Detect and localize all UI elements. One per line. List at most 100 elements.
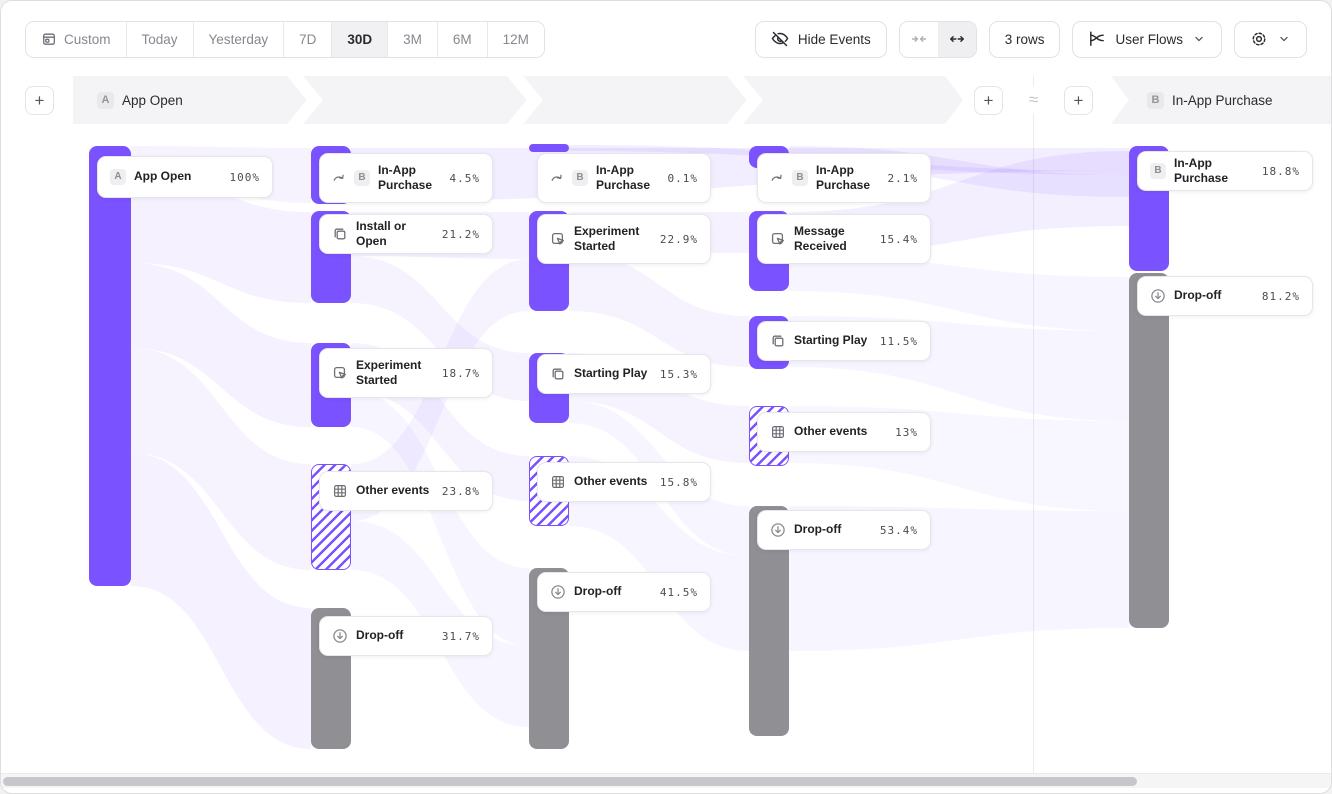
add-step-end-panel-button[interactable]: + [1064,86,1093,115]
node-value: 2.1% [887,171,918,185]
node-value: 11.5% [879,334,918,348]
node-value: 22.9% [659,232,698,246]
pointer-square-icon [770,231,786,247]
arrows-collapse-icon [911,31,927,47]
node-card-other-events[interactable]: Other events 13% [757,412,931,452]
toolbar-right: Hide Events 3 rows User Flows [754,20,1307,58]
date-range-6m[interactable]: 6M [437,21,488,57]
node-card-in-app-purchase[interactable]: B In-App Purchase 2.1% [757,153,931,203]
node-card-other-events[interactable]: Other events 23.8% [319,471,493,511]
event-badge: A [97,92,114,109]
chevron-down-icon [1277,32,1291,46]
event-badge: B [792,170,808,186]
end-event-label: In-App Purchase [1172,92,1273,108]
add-step-left-button[interactable]: + [25,86,54,115]
node-value: 15.8% [659,475,698,489]
date-range-label: Yesterday [208,31,269,47]
toolbar: Custom Today Yesterday 7D 30D 3M 6M 12M … [1,1,1331,77]
rows-button[interactable]: 3 rows [988,20,1061,58]
date-range-label: 3M [403,31,422,47]
node-card-install-or-open[interactable]: Install or Open 21.2% [319,214,493,254]
node-card-in-app-purchase[interactable]: B In-App Purchase 4.5% [319,153,493,203]
jump-arrow-icon [332,171,346,185]
node-value: 53.4% [879,523,918,537]
add-step-before-end-button[interactable]: + [974,86,1003,115]
event-badge: B [354,170,370,186]
date-range-12m[interactable]: 12M [487,21,544,57]
node-label: In-App Purchase [816,162,871,192]
arrows-expand-icon [949,31,965,47]
node-bar[interactable] [529,144,569,152]
node-label: In-App Purchase [378,162,433,192]
arrow-down-circle-icon [770,522,786,538]
node-label: Message Received [794,223,847,253]
event-badge: B [1150,163,1166,179]
settings-button[interactable] [1234,20,1307,58]
node-label: Drop-off [1174,288,1222,303]
node-card-drop-off[interactable]: Drop-off 41.5% [537,572,711,612]
node-card-other-events[interactable]: Other events 15.8% [537,462,711,502]
collapse-columns-button[interactable] [899,21,938,57]
node-value: 18.8% [1261,164,1300,178]
chevron-down-icon [1192,32,1206,46]
node-value: 41.5% [659,585,698,599]
node-card-app-open[interactable]: A App Open 100% [97,156,273,198]
node-label: Install or Open [356,218,407,248]
date-range-label: 6M [452,31,472,47]
date-range-today[interactable]: Today [126,21,194,57]
node-card-in-app-purchase-end[interactable]: B In-App Purchase 18.8% [1137,151,1313,191]
date-range-custom[interactable]: Custom [26,21,127,57]
plus-icon: + [1073,91,1084,110]
node-label: App Open [134,169,192,184]
rows-label: 3 rows [1004,31,1045,47]
node-label: Drop-off [794,522,842,537]
node-card-drop-off[interactable]: Drop-off 53.4% [757,510,931,550]
view-selector-button[interactable]: User Flows [1072,20,1222,58]
date-range-label: 30D [347,31,373,47]
jump-arrow-icon [550,171,564,185]
node-card-drop-off[interactable]: Drop-off 31.7% [319,616,493,656]
node-label: Other events [574,474,648,489]
node-value: 31.7% [441,629,480,643]
node-label: Drop-off [356,628,404,643]
grid-icon [332,483,348,499]
date-range-30d-selected[interactable]: 30D [332,21,389,57]
node-card-experiment-started[interactable]: Experiment Started 22.9% [537,214,711,264]
approx-separator-icon: ≈ [1021,87,1046,113]
horizontal-scrollbar-thumb[interactable] [3,777,1137,786]
layers-icon [550,366,566,382]
date-range-7d[interactable]: 7D [284,21,333,57]
node-value: 13% [895,425,918,439]
end-event-band[interactable]: B In-App Purchase [1111,76,1331,124]
date-range-3m[interactable]: 3M [388,21,438,57]
node-card-experiment-started[interactable]: Experiment Started 18.7% [319,348,493,398]
node-value: 0.1% [667,171,698,185]
arrow-down-circle-icon [1150,288,1166,304]
layers-icon [332,226,348,242]
grid-icon [770,424,786,440]
node-bar-drop-off-end[interactable] [1129,273,1169,628]
expand-columns-button[interactable] [937,21,976,57]
node-value: 81.2% [1261,289,1300,303]
start-event-label: App Open [122,92,183,108]
node-card-drop-off-end[interactable]: Drop-off 81.2% [1137,276,1313,316]
hide-events-button[interactable]: Hide Events [754,20,887,58]
flow-chart-icon [1088,30,1106,48]
node-value: 15.4% [879,232,918,246]
node-value: 21.2% [441,227,480,241]
event-badge: B [1147,91,1164,109]
date-range-yesterday[interactable]: Yesterday [193,21,285,57]
node-card-in-app-purchase[interactable]: B In-App Purchase 0.1% [537,153,711,203]
node-card-message-received[interactable]: Message Received 15.4% [757,214,931,264]
arrow-down-circle-icon [332,628,348,644]
node-bar-app-open[interactable] [89,146,131,586]
panel-divider [1033,76,1034,773]
node-label: Other events [356,483,430,498]
node-label: In-App Purchase [596,162,651,192]
grid-icon [550,474,566,490]
node-card-starting-play[interactable]: Starting Play 11.5% [757,321,931,361]
node-card-starting-play[interactable]: Starting Play 15.3% [537,354,711,394]
horizontal-scrollbar-track[interactable] [1,773,1331,788]
node-label: Other events [794,424,868,439]
